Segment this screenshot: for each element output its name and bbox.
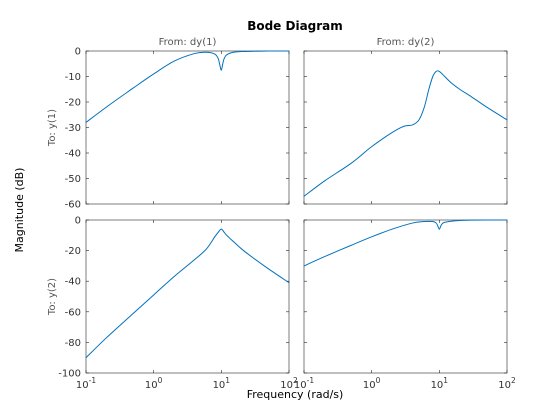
y-tick-label: -80 bbox=[65, 338, 81, 349]
panel-row2-col2: 10-1 100 101 102 bbox=[294, 219, 516, 391]
series-line bbox=[303, 219, 508, 267]
y-tick-label: -20 bbox=[65, 246, 81, 257]
x-tick-label: 10-1 bbox=[294, 376, 314, 391]
from-input-label: From: dy(1) bbox=[159, 37, 217, 48]
axes-box bbox=[85, 219, 290, 374]
y-tick-label: -60 bbox=[65, 200, 81, 211]
to-output-label: To: y(1) bbox=[47, 109, 58, 147]
y-tick-label: -10 bbox=[65, 72, 81, 83]
y-tick-label: -20 bbox=[65, 98, 81, 109]
x-axis-label: Frequency (rad/s) bbox=[247, 388, 344, 401]
panel-row1-col1: 0 -10 -20 -30 -40 -50 -60 From: dy(1) To: y(1) bbox=[47, 37, 290, 211]
axes-box bbox=[303, 50, 508, 205]
y-tick-label: -40 bbox=[65, 149, 81, 160]
x-tick-label: 101 bbox=[431, 376, 449, 391]
x-tick-label: 102 bbox=[498, 376, 516, 391]
y-tick-label: -60 bbox=[65, 307, 81, 318]
x-tick-label: 102 bbox=[280, 376, 298, 391]
x-tick-label: 100 bbox=[145, 376, 163, 391]
y-axis-label: Magnitude (dB) bbox=[13, 168, 26, 253]
to-output-label: To: y(2) bbox=[47, 278, 58, 316]
y-tick-label: -100 bbox=[58, 369, 81, 380]
chart-title: Bode Diagram bbox=[247, 19, 343, 33]
from-input-label: From: dy(2) bbox=[377, 37, 435, 48]
series-line bbox=[85, 228, 290, 359]
x-tick-label: 100 bbox=[363, 376, 381, 391]
panel-row1-col2: From: dy(2) bbox=[303, 37, 508, 205]
panels-group: 0 -10 -20 -30 -40 -50 -60 From: dy(1) To: y(1) Fr… bbox=[47, 37, 516, 391]
y-tick-label: -30 bbox=[65, 123, 81, 134]
y-tick-label: -40 bbox=[65, 277, 81, 288]
axes-box bbox=[85, 50, 290, 205]
y-tick-label: 0 bbox=[75, 47, 81, 58]
y-tick-label: 0 bbox=[75, 216, 81, 227]
series-line bbox=[85, 50, 290, 123]
y-tick-label: -50 bbox=[65, 174, 81, 185]
axes-box bbox=[303, 219, 508, 374]
x-tick-label: 101 bbox=[213, 376, 231, 391]
x-tick-label: 10-1 bbox=[76, 376, 96, 391]
series-line bbox=[303, 70, 508, 197]
